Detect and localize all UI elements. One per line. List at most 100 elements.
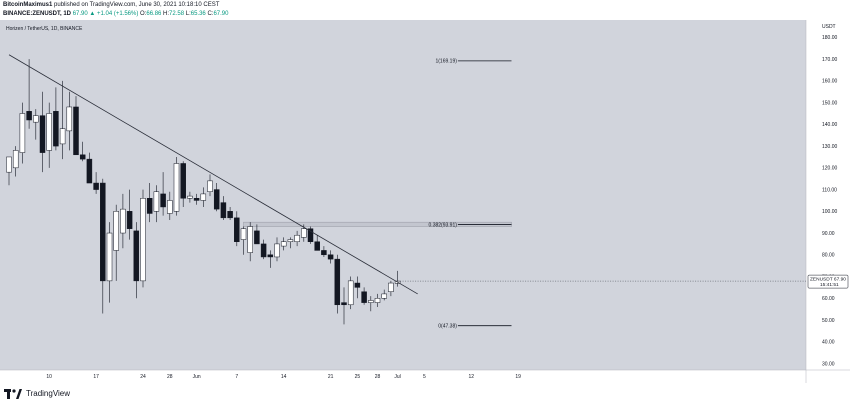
price-tag-symbol: ZENUSDT 67.90 (810, 276, 846, 282)
candle-down (133, 222, 140, 299)
candles (6, 59, 401, 325)
author-name[interactable]: BitcoinMaximus1 (3, 2, 53, 8)
y-tick-label: 180.00 (822, 35, 838, 41)
candle-down (314, 235, 320, 251)
candle-body (347, 280, 354, 306)
candle-body (120, 208, 126, 234)
price-tag-box (807, 274, 849, 289)
candle-down (79, 141, 86, 162)
ohlc-high-label: H: (163, 11, 170, 17)
y-tick-label: 140.00 (822, 122, 838, 128)
candle-body (19, 113, 26, 153)
x-tick-label: Jul (394, 374, 400, 380)
candle-body (160, 193, 166, 208)
footer: TradingView (0, 385, 850, 403)
change-value: ▲ +1.04 (+1.56%) (89, 11, 139, 17)
candle-up (140, 189, 146, 288)
y-tick-label: 60.00 (822, 296, 835, 302)
fib-levels[interactable]: 1(169.19) 0.382(93.91) 0(47.38) (429, 59, 512, 330)
candle-body (207, 180, 213, 192)
publish-info: BitcoinMaximus1 published on TradingView… (3, 2, 219, 8)
candle-body (12, 150, 19, 169)
y-tick-label: 130.00 (822, 144, 838, 150)
candle-body (240, 228, 247, 240)
ohlc-low: 65.36 (190, 11, 206, 17)
tradingview-logo-icon[interactable] (4, 389, 22, 399)
candle-down (220, 196, 227, 220)
candle-up (388, 280, 394, 297)
candle-body (381, 293, 387, 299)
candle-body (307, 228, 314, 242)
candle-down (126, 189, 133, 240)
candle-down (213, 183, 220, 212)
candle-down (327, 250, 334, 264)
candle-down (354, 276, 361, 299)
candle-body (388, 282, 394, 292)
candle-up (59, 80, 66, 160)
descending-trendline[interactable] (8, 54, 418, 295)
tradingview-brand[interactable]: TradingView (26, 389, 71, 398)
candle-down (341, 287, 347, 325)
x-tick-label: 17 (93, 374, 99, 380)
candle-up (274, 237, 280, 262)
ohlc-close: 67.90 (213, 11, 229, 17)
candle-up (106, 222, 113, 303)
candle-up (12, 146, 19, 177)
published-text: published on TradingView.com, June 30, 2… (54, 2, 220, 8)
candle-down (307, 226, 314, 244)
y-tick-label: 40.00 (822, 340, 835, 346)
candle-body (374, 298, 381, 303)
candle-down (73, 96, 79, 156)
candle-body (173, 163, 180, 212)
x-tick-label: Jun (193, 374, 201, 380)
candle-body (59, 128, 66, 145)
candle-up (167, 191, 173, 220)
time-axis[interactable] (0, 370, 850, 383)
candle-body (93, 182, 99, 190)
candle-body (334, 258, 341, 306)
candle-body (100, 182, 106, 282)
x-tick-label: 10 (46, 374, 52, 380)
candle-body (274, 243, 280, 258)
currency-label: USDT (822, 24, 836, 30)
chart-area[interactable]: Horizen / TetherUS, 1D, BINANCE USDT 30.… (0, 20, 850, 383)
candle-body (314, 241, 320, 251)
ohlc-high: 72.58 (169, 11, 185, 17)
plot-background (0, 20, 806, 370)
candle-body (113, 211, 119, 251)
candle-down (26, 59, 32, 129)
price-axis[interactable] (806, 20, 850, 370)
symbol-line: BINANCE:ZENUSDT, 1D (3, 11, 72, 17)
ohlc-close-label: C: (207, 11, 214, 17)
candle-body (86, 158, 93, 184)
x-tick-label: 12 (469, 374, 475, 380)
candle-down (334, 254, 341, 314)
candle-body (213, 189, 220, 210)
candle-body (327, 254, 334, 260)
candle-body (227, 211, 233, 219)
candle-down (193, 193, 200, 205)
candle-up (374, 293, 381, 307)
candlestick-chart[interactable]: Horizen / TetherUS, 1D, BINANCE USDT 30.… (0, 20, 850, 383)
candle-body (301, 228, 307, 238)
candle-up (240, 226, 247, 255)
last-value: 67.90 (72, 11, 88, 17)
trendline-group[interactable] (8, 54, 418, 295)
candle-up (173, 156, 180, 216)
y-tick-labels: 30.0040.0050.0060.0070.0080.0090.00100.0… (822, 35, 838, 367)
candle-body (180, 163, 186, 199)
candle-up (347, 276, 354, 310)
candle-up (33, 109, 39, 140)
candle-up (46, 102, 52, 168)
candle-body (33, 115, 39, 123)
candle-body (140, 198, 146, 282)
symbol-info: BINANCE:ZENUSDT, 1D 67.90 ▲ +1.04 (+1.56… (3, 11, 228, 17)
candle-up (280, 237, 287, 251)
y-tick-label: 80.00 (822, 253, 835, 259)
candle-body (153, 191, 160, 212)
x-tick-label: 5 (423, 374, 426, 380)
candle-up (120, 193, 126, 249)
candle-body (260, 243, 267, 258)
candle-up (66, 91, 73, 151)
candle-body (46, 113, 52, 151)
